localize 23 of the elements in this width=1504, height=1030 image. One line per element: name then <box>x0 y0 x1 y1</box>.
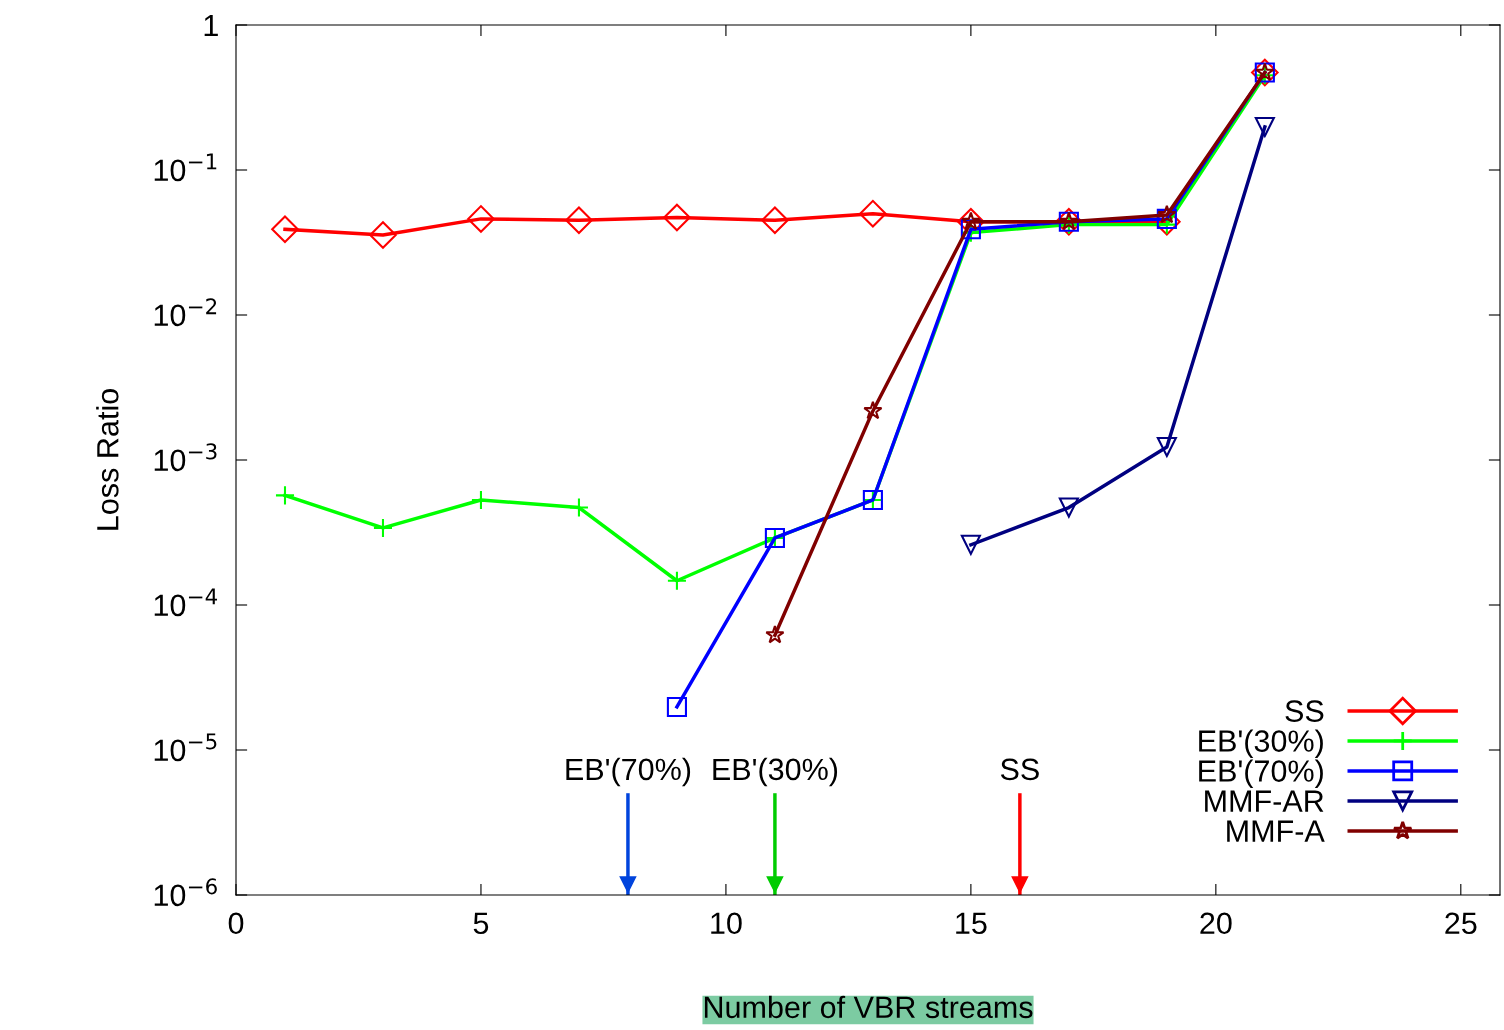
y-tick-label: 10$^{−5}$ <box>154 733 217 762</box>
y-tick-label: 10$^{−3}$ <box>154 443 217 472</box>
y-tick-label: 10$^{−6}$ <box>154 878 217 907</box>
y-tick-label: 10$^{−4}$ <box>154 588 218 617</box>
x-tick-label: 20 <box>1200 912 1232 935</box>
x-tick-label: 0 <box>228 912 244 935</box>
x-tick-label: 10 <box>711 912 742 935</box>
legend-label: EB'(30%) <box>1199 729 1323 758</box>
ref-line-label: SS <box>1000 758 1039 781</box>
x-axis-title: Number of VBR streams <box>704 995 1033 1019</box>
legend-label: MMF-A <box>1227 820 1325 842</box>
x-tick-label: 15 <box>956 912 987 935</box>
y-axis-title: Loss Ratio <box>96 389 119 530</box>
x-tick-label: 5 <box>473 912 489 935</box>
legend-label: EB'(70%) <box>1199 759 1323 788</box>
ref-line-label: EB'(30%) <box>713 757 838 787</box>
y-tick-label: 10$^{−2}$ <box>154 298 217 327</box>
ref-line-label: EB'(70%) <box>566 757 691 787</box>
legend-label: MMF-AR <box>1205 790 1324 812</box>
y-tick-label: 1 <box>204 15 218 37</box>
x-tick-label: 25 <box>1445 912 1477 935</box>
y-tick-label: 10$^{−1}$ <box>154 153 217 182</box>
legend-label: SS <box>1285 700 1324 722</box>
